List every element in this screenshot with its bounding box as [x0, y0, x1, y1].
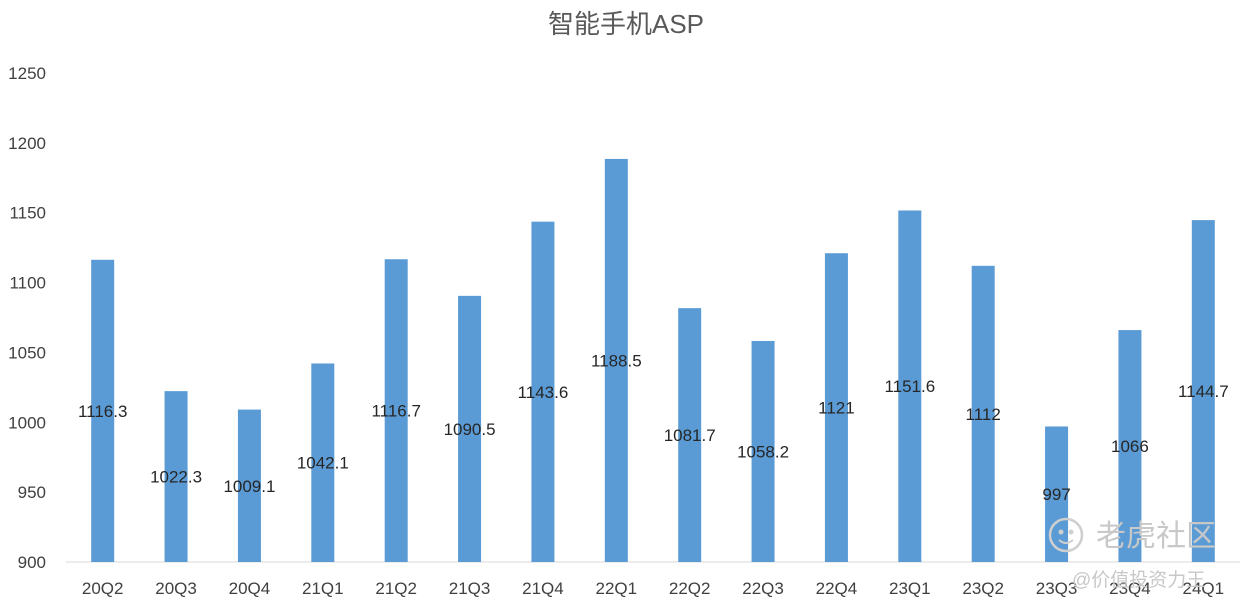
data-label: 1090.5: [444, 420, 496, 439]
bar-20Q2: [91, 259, 115, 562]
bar-21Q3: [458, 295, 482, 562]
data-label: 997: [1042, 485, 1070, 504]
y-tick-label: 950: [18, 483, 46, 502]
data-label: 1143.6: [518, 383, 569, 402]
x-tick-label: 21Q1: [302, 579, 344, 598]
watermark-sub-text: @价值投资力王: [1072, 569, 1205, 591]
data-label: 1058.2: [737, 442, 789, 461]
y-tick-label: 1050: [8, 343, 46, 362]
x-tick-label: 24Q1: [1183, 579, 1225, 598]
x-axis: 20Q2 20Q3 20Q4 21Q1 21Q2 21Q3 21Q4 22Q1 22Q2 22Q3…: [82, 579, 1224, 598]
data-label: 1022.3: [150, 468, 202, 487]
x-tick-label: 22Q2: [669, 579, 711, 598]
data-label: 1066: [1111, 437, 1149, 456]
bar-22Q2: [678, 308, 702, 562]
y-tick-label: 1000: [8, 413, 46, 432]
x-tick-label: 23Q3: [1036, 579, 1078, 598]
bar-23Q4: [1118, 330, 1142, 562]
y-tick-label: 1100: [9, 274, 46, 293]
x-tick-label: 20Q2: [82, 579, 124, 598]
x-tick-label: 22Q1: [596, 579, 638, 598]
data-label: 1042.1: [297, 454, 349, 473]
x-tick-label: 23Q2: [962, 579, 1004, 598]
x-tick-label: 22Q3: [742, 579, 784, 598]
bar-20Q4: [237, 409, 261, 562]
y-tick-label: 1150: [9, 204, 46, 223]
y-tick-label: 900: [18, 553, 46, 572]
data-label: 1151.6: [884, 377, 935, 396]
x-tick-label: 23Q4: [1109, 579, 1151, 598]
data-label: 1188.5: [591, 351, 642, 370]
data-label: 1009.1: [223, 477, 275, 496]
data-label: 1144.7: [1178, 382, 1229, 401]
x-tick-label: 21Q4: [522, 579, 564, 598]
bar-23Q1: [898, 210, 922, 562]
data-label: 1116.7: [371, 402, 420, 421]
bar-23Q2: [971, 265, 995, 562]
x-tick-label: 20Q3: [155, 579, 197, 598]
chart-title: 智能手机ASP: [548, 9, 704, 39]
bar-22Q4: [824, 253, 848, 562]
bar-21Q1: [311, 363, 335, 562]
y-tick-label: 1250: [8, 64, 46, 83]
bar-21Q2: [384, 259, 408, 562]
bar-20Q3: [164, 391, 188, 562]
data-labels: 1116.3 1022.3 1009.1 1042.1 1116.7 1090.5 1143…: [78, 351, 1229, 504]
bars: [91, 158, 1215, 562]
x-tick-label: 22Q4: [816, 579, 858, 598]
x-tick-label: 21Q2: [375, 579, 417, 598]
watermark: 老虎社区 @价值投资力王: [1048, 517, 1216, 591]
data-label: 1081.7: [664, 426, 716, 445]
y-axis: 900 950 1000 1050 1100 1150 1200 1250: [8, 64, 46, 572]
bar-22Q3: [751, 340, 775, 562]
x-tick-label: 21Q3: [449, 579, 491, 598]
x-tick-label: 23Q1: [889, 579, 931, 598]
watermark-logo-icon: [1048, 517, 1084, 553]
watermark-main-text: 老虎社区: [1096, 520, 1216, 553]
bar-24Q1: [1191, 220, 1215, 562]
data-label: 1112: [966, 405, 1001, 424]
data-label: 1116.3: [78, 402, 127, 421]
y-tick-label: 1200: [8, 134, 46, 153]
bar-21Q4: [531, 221, 555, 562]
x-tick-label: 20Q4: [229, 579, 271, 598]
data-label: 1121: [818, 399, 855, 418]
bar-22Q1: [604, 158, 628, 562]
